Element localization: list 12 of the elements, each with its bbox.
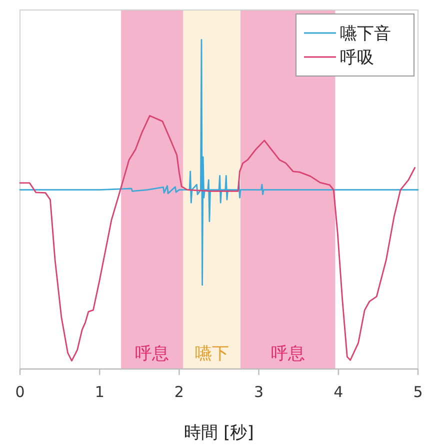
legend-label: 嚥下音: [340, 24, 391, 44]
band-label: 呼息: [270, 344, 305, 364]
legend-label: 呼吸: [340, 48, 374, 68]
x-tick-label: 3: [254, 383, 264, 401]
x-tick-label: 2: [174, 383, 184, 401]
x-axis-title: 時間 [秒]: [184, 423, 254, 443]
x-tick-label: 1: [94, 383, 104, 401]
band-label: 嚥下: [194, 344, 229, 364]
x-tick-label: 5: [413, 383, 423, 401]
x-tick-label: 0: [15, 383, 25, 401]
x-tick-label: 4: [334, 383, 344, 401]
band-label: 呼息: [135, 344, 170, 364]
